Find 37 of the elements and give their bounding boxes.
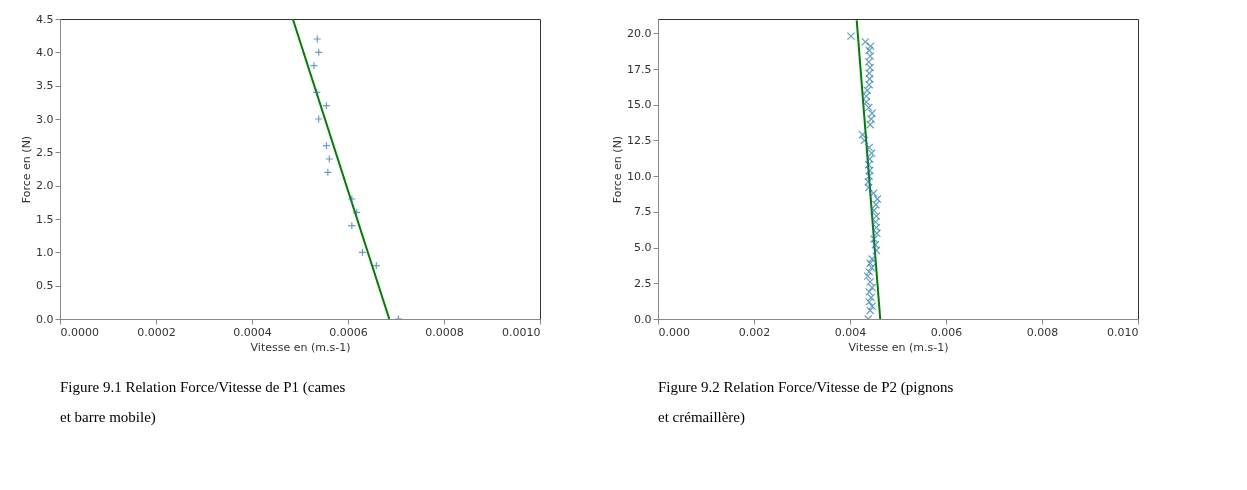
x-tick-label: 0.0000: [60, 325, 99, 339]
y-tick-label: 15.0: [627, 98, 652, 112]
y-tick-label: 5.0: [634, 241, 652, 255]
x-axis-title: Vitesse en (m.s-1): [848, 340, 949, 354]
y-tick-label: 3.0: [36, 112, 54, 126]
y-tick-label: 4.0: [36, 45, 54, 59]
y-tick-label: 1.5: [36, 212, 54, 226]
y-tick-label: 12.5: [627, 133, 652, 147]
y-tick-label: 20.0: [627, 26, 652, 40]
y-tick-label: 10.0: [627, 169, 652, 183]
y-tick-label: 0.5: [36, 279, 54, 293]
x-axis-title: Vitesse en (m.s-1): [250, 340, 351, 354]
x-tick-label: 0.002: [738, 325, 771, 339]
caption: Figure 9.1 Relation Force/Vitesse de P1 (cames et barre mobile): [60, 379, 346, 426]
x-tick-label: 0.006: [930, 325, 963, 339]
caption: Figure 9.2 Relation Force/Vitesse de P2 (pignons et crémaillère): [658, 379, 954, 426]
y-tick-label: 0.0: [36, 312, 54, 326]
x-tick-label: 0.004: [834, 325, 867, 339]
y-tick-label: 17.5: [627, 62, 652, 76]
y-tick-label: 1.0: [36, 245, 54, 259]
y-tick-label: 2.5: [36, 145, 54, 159]
y-tick-label: 2.5: [634, 276, 652, 290]
y-tick-label: 7.5: [634, 205, 652, 219]
y-tick-label: 3.5: [36, 79, 54, 93]
y-tick-label: 4.5: [36, 12, 54, 26]
x-tick-label: 0.0008: [425, 325, 464, 339]
y-tick-label: 0.0: [634, 312, 652, 326]
x-tick-label: 0.010: [1107, 325, 1139, 339]
x-tick-label: 0.0006: [329, 325, 368, 339]
x-tick-label: 0.000: [658, 325, 690, 339]
x-tick-label: 0.0010: [502, 325, 541, 339]
y-tick-label: 2.0: [36, 179, 54, 193]
y-axis-title: Force en (N): [20, 135, 34, 204]
x-tick-label: 0.0002: [137, 325, 176, 339]
x-tick-label: 0.0004: [233, 325, 272, 339]
x-tick-label: 0.008: [1026, 325, 1059, 339]
y-axis-title: Force en (N): [611, 135, 625, 204]
